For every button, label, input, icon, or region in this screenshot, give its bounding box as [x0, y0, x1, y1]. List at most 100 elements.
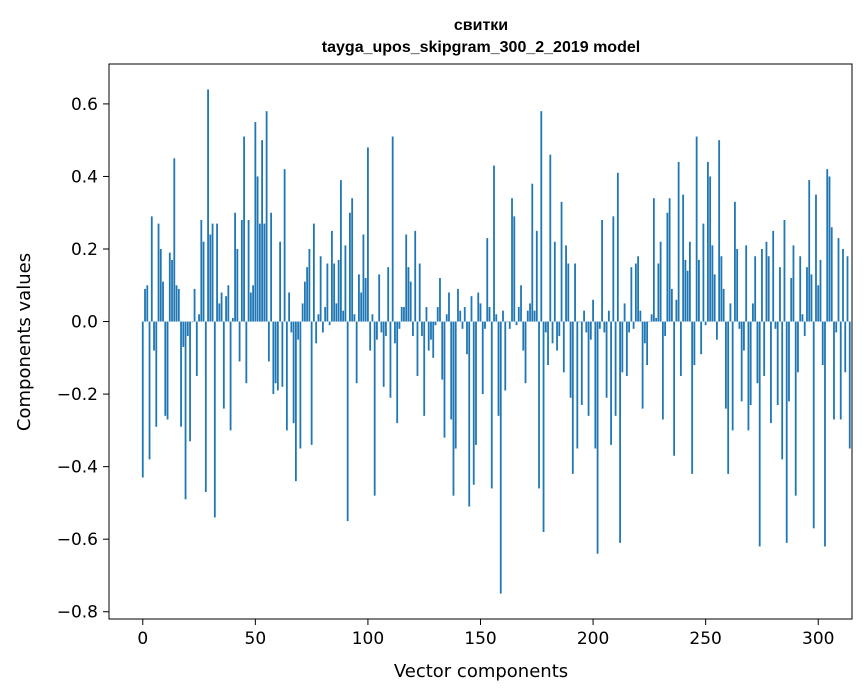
bar [234, 212, 236, 322]
bar [693, 321, 696, 366]
bar [276, 321, 279, 391]
bar [837, 238, 840, 322]
x-tick-label: 300 [802, 629, 834, 649]
bar [400, 307, 403, 322]
bar [254, 122, 257, 322]
bar [571, 321, 574, 474]
bar [682, 194, 685, 322]
bar [308, 249, 311, 322]
bar [472, 321, 475, 485]
bar [668, 198, 671, 322]
bar [596, 321, 599, 554]
bar [607, 310, 610, 322]
bar [639, 310, 642, 322]
x-tick-label: 150 [464, 629, 496, 649]
bar [659, 241, 662, 322]
bar [704, 321, 707, 326]
bar [288, 292, 291, 322]
bar [621, 321, 624, 373]
bar [261, 140, 263, 322]
bar [247, 219, 250, 322]
bar [193, 288, 196, 322]
bar [227, 285, 230, 322]
bar [605, 321, 608, 398]
y-axis: −0.8 −0.6 −0.4 −0.2 0.0 0.2 0.4 0.6 [57, 95, 109, 623]
bar [657, 263, 660, 322]
bar [828, 176, 831, 322]
bar [623, 303, 626, 322]
bar [738, 321, 741, 329]
bar [231, 317, 234, 322]
bar [797, 321, 799, 373]
bar [184, 321, 187, 500]
bar [745, 245, 748, 322]
bar [544, 321, 547, 333]
bar [781, 321, 784, 460]
bar [531, 183, 534, 322]
bar [774, 321, 777, 329]
bar [513, 216, 516, 322]
bar [641, 321, 644, 409]
bar [346, 321, 349, 522]
bar [387, 267, 390, 322]
bar [720, 256, 723, 322]
bar [452, 321, 455, 496]
bar [373, 321, 376, 496]
bar [567, 263, 570, 322]
bar [240, 219, 243, 322]
bar [468, 321, 471, 507]
bar [164, 321, 167, 416]
bar [808, 180, 811, 322]
bar [412, 321, 414, 337]
bar [353, 314, 356, 322]
bar [403, 307, 405, 322]
bar [236, 249, 239, 322]
bar [643, 321, 646, 344]
bar [700, 321, 703, 355]
bar [589, 321, 592, 340]
bar [508, 321, 511, 329]
bar [713, 274, 716, 322]
bar [767, 256, 770, 322]
bar [666, 212, 669, 322]
bar [673, 321, 676, 456]
bar [369, 321, 372, 351]
bar [677, 161, 680, 322]
bar [826, 169, 829, 322]
bar [691, 321, 694, 474]
bar [511, 198, 513, 322]
bar [258, 223, 261, 322]
bar [225, 296, 227, 322]
bar [576, 321, 579, 449]
bar [815, 194, 817, 322]
bar [833, 321, 835, 420]
bar [317, 314, 320, 322]
bar [405, 234, 408, 322]
bar [173, 158, 176, 322]
bar [450, 321, 453, 420]
bar [202, 241, 205, 322]
bar [159, 249, 162, 322]
bar [486, 238, 489, 322]
bar [191, 321, 194, 323]
bar [344, 245, 347, 322]
bar [790, 278, 793, 322]
bar [490, 321, 493, 489]
bar [484, 321, 486, 329]
bar [427, 321, 430, 351]
bar [603, 321, 606, 333]
bar [562, 321, 565, 373]
bar [725, 321, 727, 409]
bar [171, 259, 173, 322]
bar [686, 270, 689, 322]
bar [637, 256, 640, 322]
bar [249, 292, 252, 322]
bar [716, 321, 718, 340]
bar [382, 321, 385, 387]
bar [547, 321, 549, 366]
y-tick-label: 0.2 [71, 240, 98, 260]
bar [315, 321, 318, 344]
y-tick-label: −0.2 [57, 385, 98, 405]
bar [285, 321, 288, 431]
plot-frame [108, 63, 853, 620]
